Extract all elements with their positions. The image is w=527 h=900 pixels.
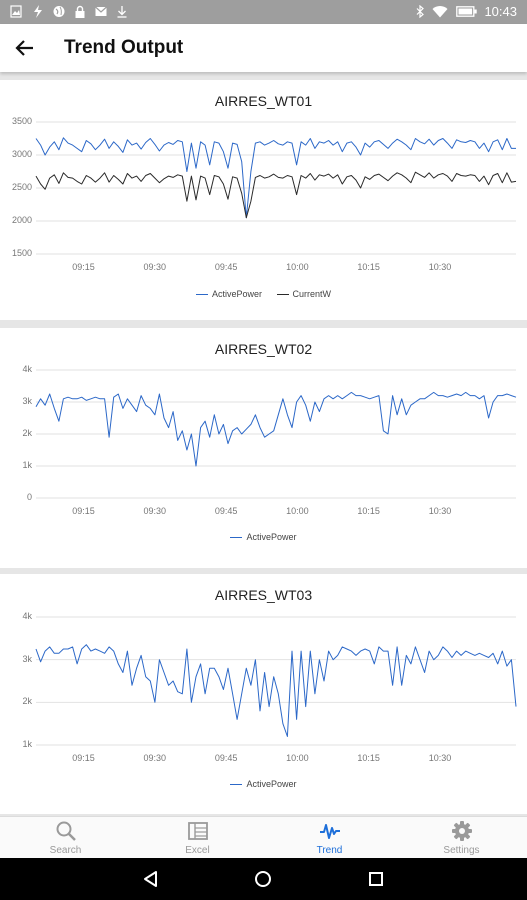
home-circle-icon[interactable] [253,869,273,889]
back-triangle-icon[interactable] [141,869,161,889]
y-tick-label: 1k [22,739,32,749]
y-tick-label: 3000 [11,149,32,159]
legend-label: CurrentW [292,289,332,299]
system-nav-bar [0,858,527,900]
page-title: Trend Output [64,37,184,58]
battery-icon [456,6,477,17]
legend-swatch [276,294,289,296]
nav-label: Search [49,845,82,856]
series-line-activepower [35,137,516,219]
x-tick-label: 10:30 [428,262,452,272]
legend-item-currentw[interactable]: CurrentW [276,289,332,299]
y-tick-label: 3500 [11,116,32,126]
nav-label: Excel [185,845,210,856]
trend-list[interactable]: AIRRES_WT01 ActivePower CurrentW 1500 200… [0,72,527,816]
status-bar: 10:43 [0,0,527,24]
spreadsheet-icon [188,822,208,840]
y-tick-label: 2k [22,428,32,438]
status-time: 10:43 [484,4,517,19]
x-tick-label: 09:45 [214,753,238,763]
chart-wt01 [35,121,517,255]
y-tick-label: 2000 [11,215,32,225]
lock-icon [75,5,85,18]
bolt-icon [34,5,42,18]
back-arrow-icon[interactable] [12,36,38,60]
y-tick-label: 0 [26,492,32,502]
x-tick-label: 10:30 [428,506,452,516]
chart-title: AIRRES_WT02 [214,341,313,357]
y-tick-label: 4k [22,611,32,621]
recents-square-icon[interactable] [366,869,386,889]
y-tick-label: 3k [22,396,32,406]
bottom-nav: Search Excel Trend Settings [0,816,527,859]
bluetooth-icon [416,5,424,18]
x-tick-label: 09:30 [143,753,167,763]
y-tick-label: 2500 [11,182,32,192]
chart-title: AIRRES_WT03 [214,587,313,603]
y-tick-label: 1k [22,460,32,470]
x-tick-label: 10:00 [286,262,309,272]
legend-label: ActivePower [246,779,297,789]
series-line-currentw [35,171,517,219]
nav-item-search[interactable]: Search [0,817,131,859]
legend-item-activepower[interactable]: ActivePower [195,289,262,299]
nav-item-trend[interactable]: Trend [264,817,395,859]
x-tick-label: 09:15 [72,506,95,516]
nav-label: Trend [316,845,343,856]
x-tick-label: 10:15 [357,262,380,272]
chart-legend: ActivePower [0,532,527,542]
x-tick-label: 10:30 [428,753,452,763]
chart-wt03 [35,616,517,746]
x-tick-label: 10:00 [286,753,309,763]
chart-wt02 [35,369,517,499]
legend-label: ActivePower [246,532,297,542]
chart-card-wt03: AIRRES_WT03 ActivePower 1k 2k 3k 4k 09:15 09:… [0,574,527,814]
legend-swatch [230,537,243,539]
nav-item-settings[interactable]: Settings [396,817,527,859]
wifi-icon [432,6,448,18]
nav-label: Settings [443,845,480,856]
y-tick-label: 3k [22,653,32,664]
nav-item-excel[interactable]: Excel [132,817,263,859]
legend-swatch [195,294,208,296]
app-bar: Trend Output [0,24,527,72]
globe-icon [53,6,65,17]
legend-item-activepower[interactable]: ActivePower [230,779,297,789]
y-tick-label: 2k [22,696,32,707]
x-tick-label: 09:15 [72,262,95,272]
mail-icon [95,6,107,16]
search-icon [56,821,76,841]
gear-icon [452,821,472,841]
x-tick-label: 09:30 [143,506,167,516]
series-line-activepower [35,391,517,467]
series-line-activepower [35,644,517,737]
legend-item-activepower[interactable]: ActivePower [230,532,297,542]
x-tick-label: 09:45 [214,506,238,516]
trend-icon [320,824,340,839]
chart-card-wt01: AIRRES_WT01 ActivePower CurrentW 1500 200… [0,80,527,320]
chart-legend: ActivePower CurrentW [0,289,527,299]
y-tick-label: 1500 [11,248,32,258]
x-tick-label: 10:15 [357,753,380,763]
chart-title: AIRRES_WT01 [214,93,313,109]
y-tick-label: 4k [22,364,32,374]
x-tick-label: 10:15 [357,506,380,516]
legend-label: ActivePower [211,289,262,299]
x-tick-label: 09:30 [143,262,167,272]
legend-swatch [230,784,243,786]
download-icon [117,6,127,18]
x-tick-label: 09:45 [214,262,238,272]
x-tick-label: 10:00 [286,506,309,516]
chart-card-wt02: AIRRES_WT02 ActivePower 0 1k 2k 3k 4k 09:15 09… [0,328,527,568]
image-icon [10,5,22,18]
x-tick-label: 09:15 [72,753,95,763]
chart-legend: ActivePower [0,779,527,789]
